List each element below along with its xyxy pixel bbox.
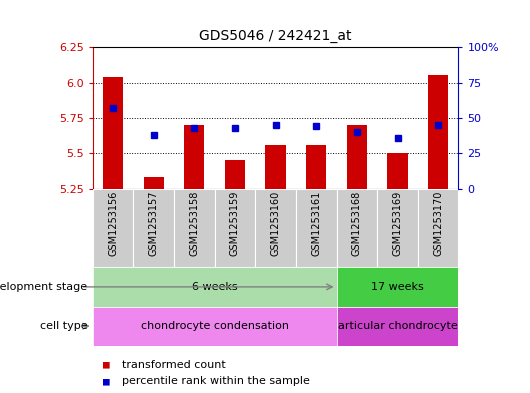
Bar bbox=[93, 189, 134, 267]
Text: GSM1253156: GSM1253156 bbox=[108, 191, 118, 256]
Text: chondrocyte condensation: chondrocyte condensation bbox=[140, 321, 289, 331]
Text: ■: ■ bbox=[103, 360, 110, 370]
Bar bbox=[347, 125, 367, 189]
Text: GSM1253157: GSM1253157 bbox=[149, 191, 158, 257]
Bar bbox=[306, 145, 326, 189]
Bar bbox=[144, 177, 164, 189]
Title: GDS5046 / 242421_at: GDS5046 / 242421_at bbox=[199, 29, 352, 43]
Text: percentile rank within the sample: percentile rank within the sample bbox=[122, 376, 310, 386]
Bar bbox=[93, 307, 337, 346]
Bar bbox=[296, 189, 337, 267]
Text: transformed count: transformed count bbox=[122, 360, 226, 370]
Bar bbox=[337, 189, 377, 267]
Bar bbox=[428, 75, 448, 189]
Bar bbox=[225, 160, 245, 189]
Text: cell type: cell type bbox=[40, 321, 87, 331]
Text: GSM1253169: GSM1253169 bbox=[393, 191, 402, 256]
Text: 17 weeks: 17 weeks bbox=[371, 282, 424, 292]
Bar bbox=[387, 153, 408, 189]
Bar bbox=[103, 77, 123, 189]
Text: 6 weeks: 6 weeks bbox=[192, 282, 237, 292]
Text: GSM1253160: GSM1253160 bbox=[271, 191, 280, 256]
Text: development stage: development stage bbox=[0, 282, 87, 292]
Text: GSM1253161: GSM1253161 bbox=[311, 191, 321, 256]
Bar bbox=[377, 189, 418, 267]
Bar bbox=[255, 189, 296, 267]
Text: articular chondrocyte: articular chondrocyte bbox=[338, 321, 457, 331]
Bar bbox=[418, 189, 458, 267]
Bar bbox=[337, 267, 458, 307]
Text: GSM1253159: GSM1253159 bbox=[230, 191, 240, 256]
Bar bbox=[184, 125, 205, 189]
Bar bbox=[266, 145, 286, 189]
Bar bbox=[174, 189, 215, 267]
Bar bbox=[215, 189, 255, 267]
Bar bbox=[134, 189, 174, 267]
Bar bbox=[337, 307, 458, 346]
Text: GSM1253170: GSM1253170 bbox=[433, 191, 443, 256]
Text: GSM1253158: GSM1253158 bbox=[189, 191, 199, 256]
Bar bbox=[93, 267, 337, 307]
Text: ■: ■ bbox=[103, 376, 110, 386]
Text: GSM1253168: GSM1253168 bbox=[352, 191, 362, 256]
